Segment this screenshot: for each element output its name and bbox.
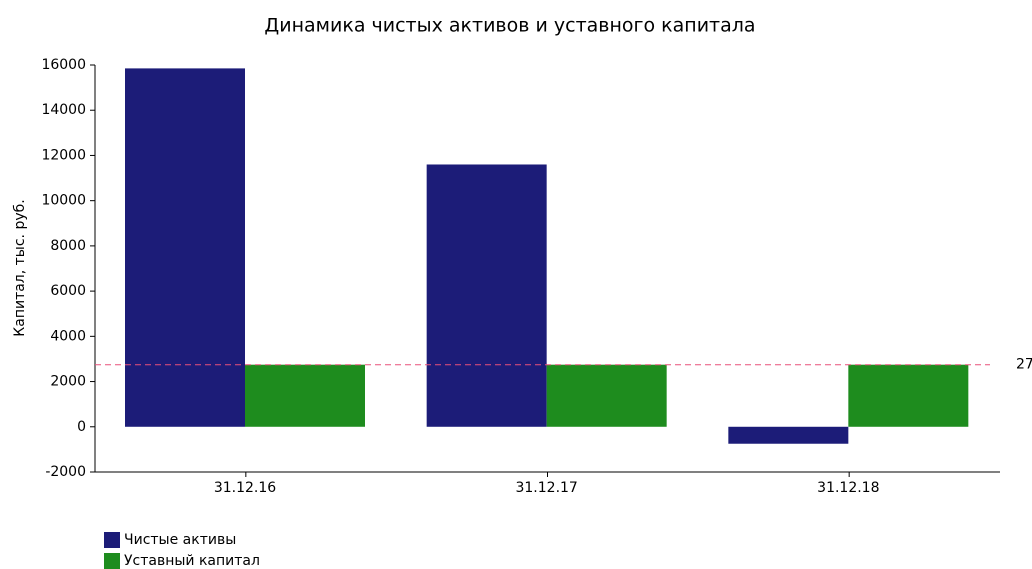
y-tick-label: 12000: [41, 147, 86, 163]
y-tick-label: 8000: [50, 238, 86, 254]
y-tick-label: 2000: [50, 374, 86, 390]
bar: [546, 364, 667, 427]
legend-swatch: [104, 532, 120, 548]
legend-label: Чистые активы: [124, 532, 236, 548]
x-tick-label: 31.12.16: [214, 480, 276, 496]
bar: [125, 68, 245, 427]
bar: [426, 164, 547, 427]
reference-label: 2746: [1016, 357, 1032, 373]
y-tick-label: 6000: [50, 283, 86, 299]
legend-label: Уставный капитал: [124, 553, 260, 569]
legend-swatch: [104, 553, 120, 569]
bar: [728, 426, 849, 444]
y-tick-label: 10000: [41, 193, 86, 209]
x-tick-label: 31.12.18: [817, 480, 879, 496]
x-tick-label: 31.12.17: [515, 480, 577, 496]
y-tick-label: 0: [77, 419, 86, 435]
y-tick-label: 4000: [50, 328, 86, 344]
chart-title: Динамика чистых активов и уставного капи…: [264, 15, 755, 37]
bar: [848, 364, 969, 427]
y-tick-label: 16000: [41, 57, 86, 73]
y-tick-label: 14000: [41, 102, 86, 118]
y-axis-label: Капитал, тыс. руб.: [12, 199, 28, 336]
y-tick-label: -2000: [45, 464, 86, 480]
bar: [245, 364, 365, 427]
